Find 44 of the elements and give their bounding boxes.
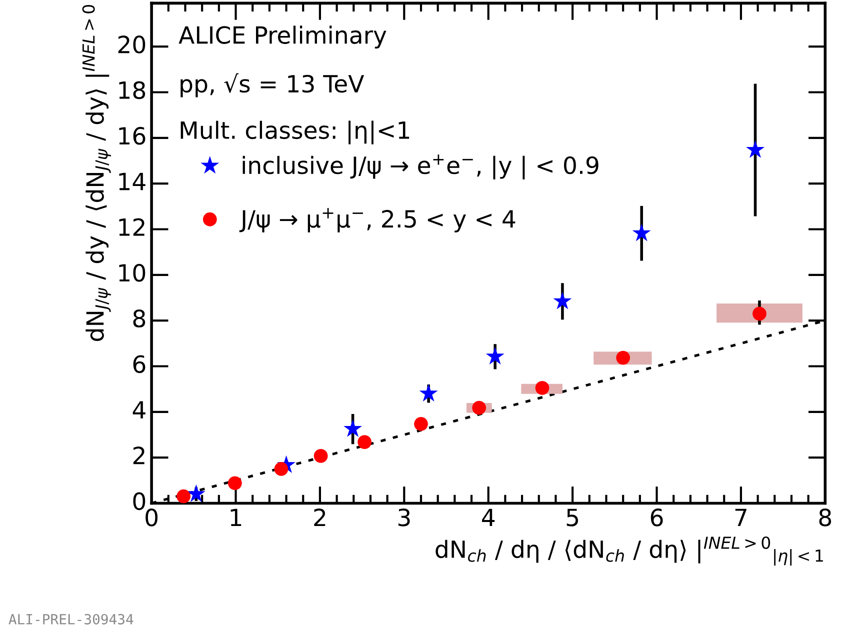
point (746, 140, 765, 158)
point (419, 384, 438, 402)
point (186, 484, 206, 502)
x-tick-label: 7 (735, 508, 746, 526)
y-tick-label: 2 (133, 446, 144, 464)
x-tick-label: 5 (566, 508, 578, 526)
x-tick-label: 4 (482, 508, 495, 526)
text: ALI-PREL-309434 (8, 614, 134, 624)
point (472, 400, 486, 415)
point (535, 380, 550, 395)
y-tick-label: 12 (119, 218, 144, 236)
x-tick-label: 3 (398, 508, 410, 526)
y-tick-label: 10 (119, 264, 146, 282)
annotation: ALICE Preliminary (178, 26, 386, 49)
legend-label: J/ψ → μ$^{+}$μ$^{−}$, 2.5 < y < 4 (239, 208, 516, 232)
legend-label: inclusive J/ψ → e$^{+}$e$^{−}$, |y | < 0.9 (242, 154, 598, 180)
point (632, 224, 651, 242)
point (344, 419, 362, 437)
point (553, 292, 572, 310)
x-tick-label: 0 (146, 508, 158, 526)
point (314, 449, 328, 463)
y-tick-label: 18 (119, 81, 146, 100)
y-axis-title: dN$_{J/ψ}$ / dy / ⟨dN$_{J/ψ}$ / dy⟩ |$^{INEL>0}$ (82, 4, 111, 341)
y-tick-label: 20 (118, 36, 146, 54)
y-tick-label: 8 (133, 310, 146, 328)
y-tick-label: 14 (119, 172, 146, 190)
point (414, 417, 428, 431)
x-tick-label: 6 (650, 508, 663, 526)
x-tick-label: 2 (314, 508, 326, 526)
point (358, 435, 372, 449)
point (176, 489, 190, 504)
point (752, 306, 766, 321)
annotation: Mult. classes: |η|<1 (180, 120, 410, 144)
x-tick-label: 1 (230, 508, 242, 526)
x-axis-title: dN$_{ch}$ / dη / ⟨dN$_{ch}$ / dη⟩ |$^{INEL>0}$$_{|η|<1}$ (436, 536, 823, 566)
annotation: pp, √s = 13 TeV (180, 73, 364, 98)
point (486, 346, 504, 365)
point (228, 476, 242, 490)
y-tick-label: 4 (132, 401, 146, 418)
y-tick-label: 16 (119, 126, 146, 145)
x-tick-label: 8 (819, 508, 832, 526)
y-tick-label: 6 (133, 355, 146, 374)
point (616, 350, 630, 365)
y-tick-label: 0 (133, 492, 146, 510)
